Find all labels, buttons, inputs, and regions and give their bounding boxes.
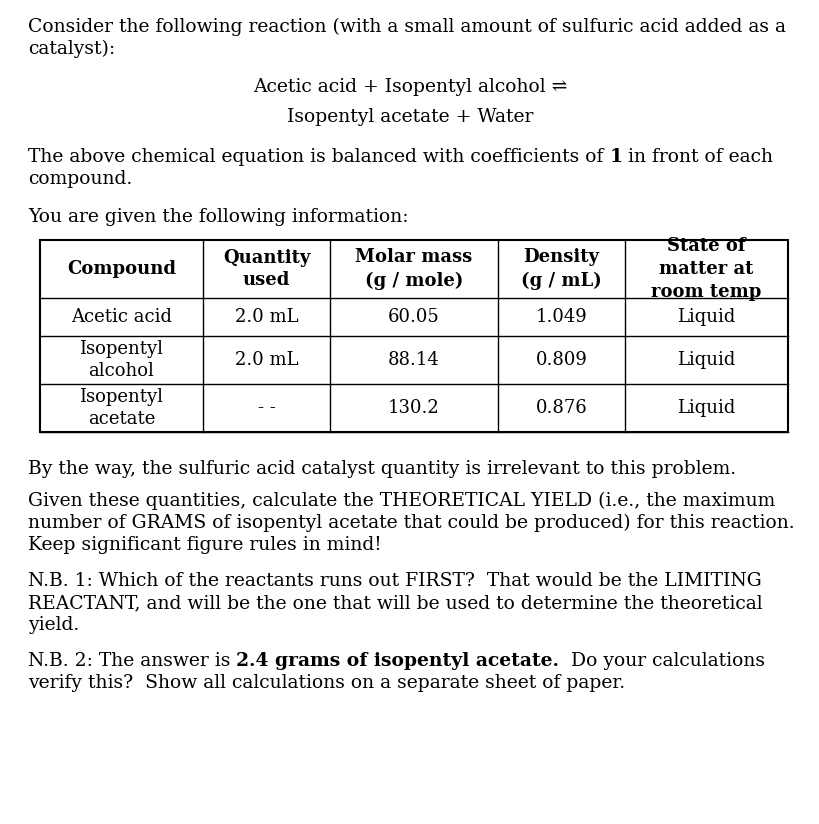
Text: 0.809: 0.809 <box>535 351 586 369</box>
Text: N.B. 1: Which of the reactants runs out FIRST?  That would be the LIMITING: N.B. 1: Which of the reactants runs out … <box>28 572 761 590</box>
Text: 2.0 mL: 2.0 mL <box>234 308 298 326</box>
Text: catalyst):: catalyst): <box>28 40 115 59</box>
Text: 2.0 mL: 2.0 mL <box>234 351 298 369</box>
Text: verify this?  Show all calculations on a separate sheet of paper.: verify this? Show all calculations on a … <box>28 674 624 692</box>
Text: Density
(g / mL): Density (g / mL) <box>520 248 601 289</box>
Text: - -: - - <box>257 399 275 417</box>
Text: yield.: yield. <box>28 616 79 634</box>
Text: 2.4 grams of isopentyl acetate.: 2.4 grams of isopentyl acetate. <box>236 652 559 670</box>
Text: 60.05: 60.05 <box>387 308 439 326</box>
Text: N.B. 2: The answer is: N.B. 2: The answer is <box>28 652 236 670</box>
Text: Quantity
used: Quantity used <box>223 249 310 289</box>
Text: 130.2: 130.2 <box>387 399 439 417</box>
Text: number of GRAMS of isopentyl acetate that could be produced) for this reaction.: number of GRAMS of isopentyl acetate tha… <box>28 514 794 532</box>
Text: in front of each: in front of each <box>622 148 772 166</box>
Text: REACTANT, and will be the one that will be used to determine the theoretical: REACTANT, and will be the one that will … <box>28 594 762 612</box>
Bar <box>40 240 787 432</box>
Text: Liquid: Liquid <box>676 308 735 326</box>
Text: 1: 1 <box>609 148 622 166</box>
Text: 0.876: 0.876 <box>535 399 586 417</box>
Text: 88.14: 88.14 <box>387 351 439 369</box>
Text: The above chemical equation is balanced with coefficients of: The above chemical equation is balanced … <box>28 148 609 166</box>
Text: Given these quantities, calculate the THEORETICAL YIELD (i.e., the maximum: Given these quantities, calculate the TH… <box>28 492 774 510</box>
Text: Compound: Compound <box>67 260 176 278</box>
Text: Consider the following reaction (with a small amount of sulfuric acid added as a: Consider the following reaction (with a … <box>28 18 785 36</box>
Text: Acetic acid + Isopentyl alcohol ⇌: Acetic acid + Isopentyl alcohol ⇌ <box>252 78 567 96</box>
Text: 1.049: 1.049 <box>535 308 586 326</box>
Text: Keep significant figure rules in mind!: Keep significant figure rules in mind! <box>28 536 381 554</box>
Text: By the way, the sulfuric acid catalyst quantity is irrelevant to this problem.: By the way, the sulfuric acid catalyst q… <box>28 460 735 478</box>
Text: Molar mass
(g / mole): Molar mass (g / mole) <box>355 248 472 289</box>
Text: State of
matter at
room temp: State of matter at room temp <box>650 237 761 301</box>
Text: You are given the following information:: You are given the following information: <box>28 208 408 226</box>
Text: Liquid: Liquid <box>676 399 735 417</box>
Text: Do your calculations: Do your calculations <box>559 652 764 670</box>
Text: compound.: compound. <box>28 170 132 188</box>
Text: Isopentyl acetate + Water: Isopentyl acetate + Water <box>287 108 532 126</box>
Text: Liquid: Liquid <box>676 351 735 369</box>
Text: Acetic acid: Acetic acid <box>70 308 172 326</box>
Text: Isopentyl
acetate: Isopentyl acetate <box>79 387 163 428</box>
Text: Isopentyl
alcohol: Isopentyl alcohol <box>79 339 163 381</box>
